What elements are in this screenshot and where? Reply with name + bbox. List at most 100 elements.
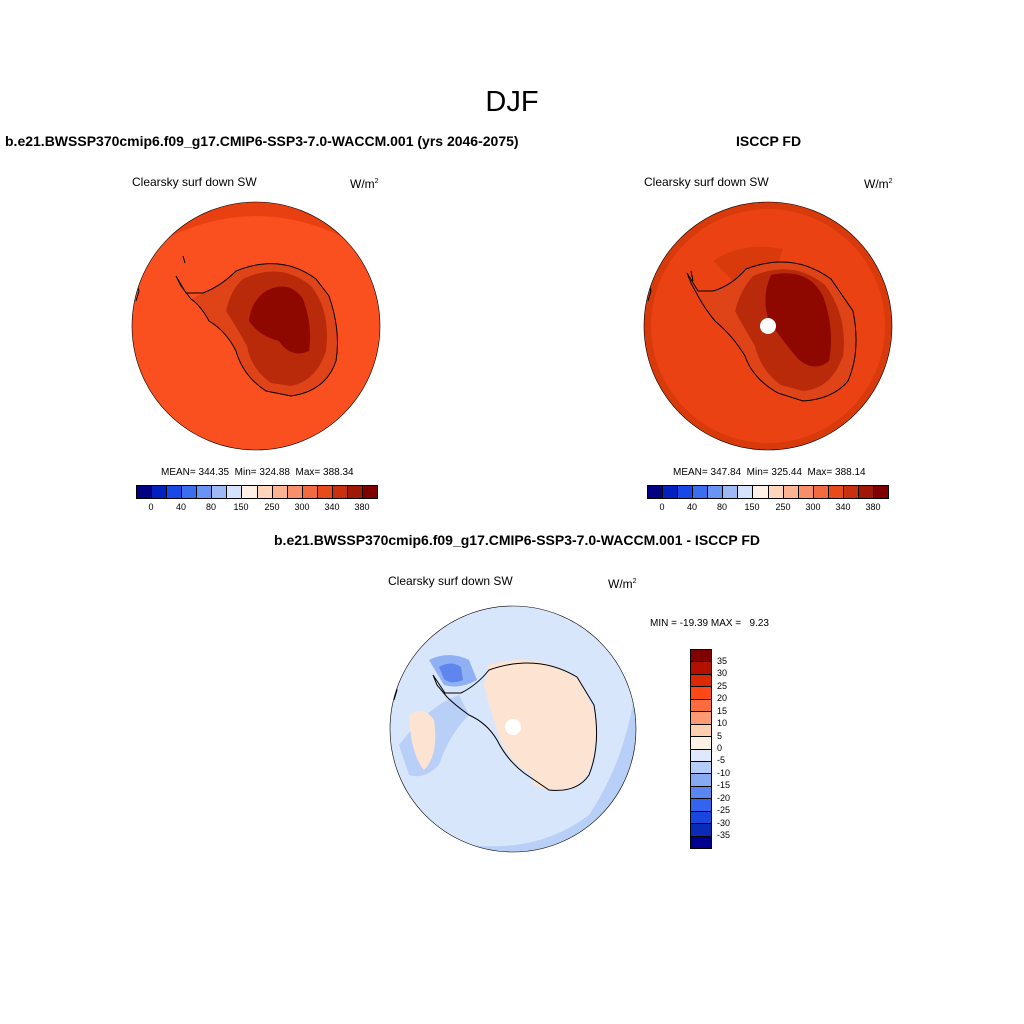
left-variable-label: Clearsky surf down SW: [132, 175, 257, 189]
diff-panel-title: b.e21.BWSSP370cmip6.f09_g17.CMIP6-SSP3-7…: [274, 532, 761, 548]
diff-cb-tick: -30: [717, 818, 731, 828]
colorbar-swatch: [317, 486, 333, 498]
right-outer-patch: [713, 246, 783, 281]
diff-antarctica-warm: [484, 660, 596, 789]
diff-cb-tick: 10: [717, 718, 728, 728]
right-cb-tick: 340: [835, 502, 851, 512]
colorbar-swatch: [362, 486, 377, 498]
left-units-exponent: 2: [374, 178, 379, 185]
left-cb-tick: 340: [324, 502, 340, 512]
diff-warm-patch-s: [529, 765, 584, 790]
right-stats: MEAN= 347.84 Min= 325.44 Max= 388.14: [673, 467, 866, 478]
colorbar-swatch: [137, 486, 153, 498]
right-cb-tick: 40: [686, 502, 698, 512]
colorbar-swatch: [828, 486, 844, 498]
diff-cb-tick: 0: [717, 743, 723, 753]
colorbar-swatch: [152, 486, 168, 498]
left-cb-tick: 80: [205, 502, 217, 512]
left-cb-tick: 150: [233, 502, 249, 512]
diff-units-base: W/m: [608, 577, 633, 591]
diff-cb-tick: 20: [717, 693, 728, 703]
right-units-base: W/m: [864, 177, 889, 191]
left-antarctica-top: [249, 286, 311, 354]
colorbar-swatch: [691, 749, 711, 762]
colorbar-swatch: [691, 699, 711, 713]
left-coastline: [175, 263, 338, 397]
diff-units-label: W/m2: [608, 577, 637, 591]
colorbar-swatch: [798, 486, 814, 498]
right-antarctica-top: [765, 273, 831, 367]
colorbar-swatch: [693, 486, 709, 498]
diff-cb-tick: -15: [717, 780, 731, 790]
colorbar-swatch: [691, 786, 711, 800]
diff-polar-map: [389, 605, 637, 853]
left-stats: MEAN= 344.35 Min= 324.88 Max= 388.34: [161, 467, 354, 478]
diff-cb-tick: -5: [717, 755, 726, 765]
right-cb-tick: 0: [659, 502, 665, 512]
right-units-label: W/m2: [864, 177, 893, 191]
diff-cb-tick: -10: [717, 768, 731, 778]
colorbar-swatch: [332, 486, 348, 498]
colorbar-swatch: [691, 836, 711, 848]
right-cb-tick: 150: [744, 502, 760, 512]
diff-warm-patch-w: [409, 711, 436, 770]
right-cb-tick: 380: [865, 502, 881, 512]
right-pole-hole: [760, 318, 776, 334]
left-cb-tick: 300: [294, 502, 310, 512]
diff-pole-hole: [505, 719, 521, 735]
colorbar-swatch: [691, 712, 711, 725]
colorbar-swatch: [302, 486, 318, 498]
diff-cb-tick: 35: [717, 656, 728, 666]
colorbar-swatch: [768, 486, 784, 498]
diff-units-exponent: 2: [632, 578, 637, 585]
colorbar-swatch: [708, 486, 724, 498]
colorbar-swatch: [691, 737, 711, 750]
right-variable-label: Clearsky surf down SW: [644, 175, 769, 189]
colorbar-swatch: [691, 724, 711, 738]
diff-cb-tick: 25: [717, 681, 728, 691]
colorbar-swatch: [691, 662, 711, 675]
diff-colorbar: [690, 649, 712, 849]
diff-cb-tick: 15: [717, 706, 728, 716]
diff-map-border: [389, 605, 637, 853]
colorbar-swatch: [783, 486, 799, 498]
colorbar-swatch: [858, 486, 874, 498]
left-cb-tick: 40: [175, 502, 187, 512]
colorbar-swatch: [347, 486, 363, 498]
left-cb-tick: 380: [354, 502, 370, 512]
diff-coastline: [432, 662, 598, 791]
right-polar-map: [643, 201, 893, 451]
colorbar-swatch: [691, 761, 711, 775]
colorbar-swatch: [182, 486, 198, 498]
diff-cb-tick: -20: [717, 793, 731, 803]
left-units-base: W/m: [350, 177, 375, 191]
colorbar-swatch: [723, 486, 739, 498]
diff-stats: MIN = -19.39 MAX = 9.23: [650, 618, 769, 629]
colorbar-swatch: [287, 486, 303, 498]
colorbar-swatch: [242, 486, 258, 498]
right-cb-tick: 250: [775, 502, 791, 512]
colorbar-swatch: [691, 774, 711, 787]
colorbar-swatch: [691, 824, 711, 837]
colorbar-swatch: [663, 486, 679, 498]
colorbar-swatch: [691, 799, 711, 812]
colorbar-swatch: [843, 486, 859, 498]
colorbar-swatch: [167, 486, 183, 498]
diff-colorbar-ticks: 35 30 25 20 15 10 5 0 -5 -10 -15 -20 -25…: [717, 649, 757, 849]
diff-cb-tick: -35: [717, 830, 731, 840]
colorbar-swatch: [813, 486, 829, 498]
left-cb-tick: 250: [264, 502, 280, 512]
left-colorbar: [136, 485, 378, 499]
plot-title: DJF: [485, 86, 539, 118]
right-map-border: [643, 201, 893, 451]
colorbar-swatch: [648, 486, 664, 498]
right-colorbar: [647, 485, 889, 499]
colorbar-swatch: [691, 674, 711, 688]
left-cb-tick: 0: [148, 502, 154, 512]
diff-cb-tick: 30: [717, 668, 728, 678]
left-units-label: W/m2: [350, 177, 379, 191]
left-polar-map: [131, 201, 381, 451]
colorbar-swatch: [753, 486, 769, 498]
diff-dark-patch: [439, 663, 463, 683]
colorbar-swatch: [227, 486, 243, 498]
